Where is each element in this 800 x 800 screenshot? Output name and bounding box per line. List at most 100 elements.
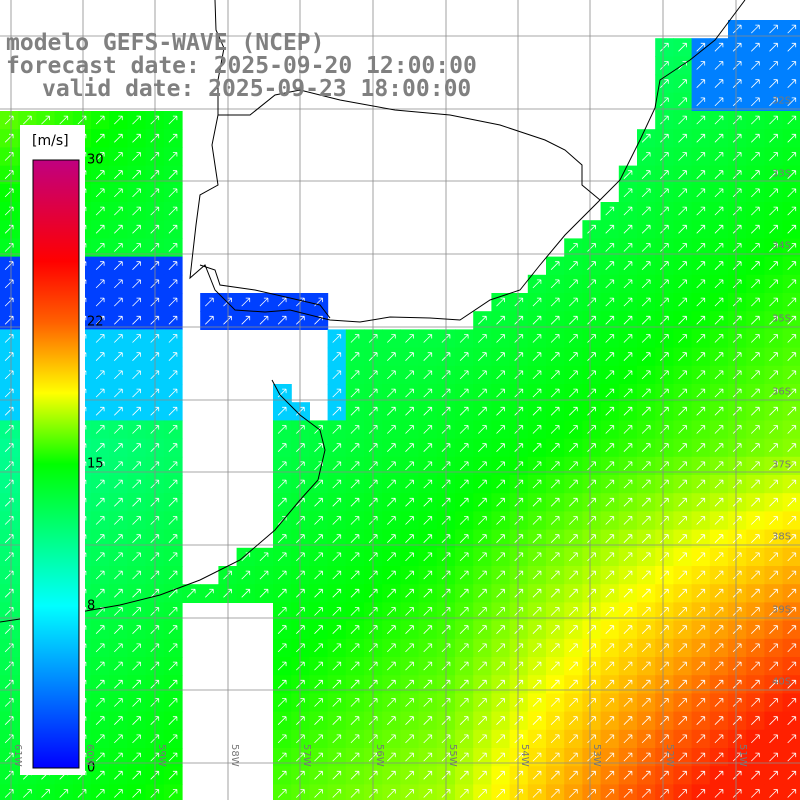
wind-cell [764, 456, 784, 476]
wind-cell [618, 220, 638, 239]
wind-arrow [114, 497, 123, 507]
wind-cell [582, 729, 602, 749]
wind-arrow [678, 534, 687, 543]
wind-cell [709, 365, 729, 385]
wind-arrow [769, 406, 778, 416]
wind-cell [582, 620, 602, 640]
wind-cell [309, 748, 329, 767]
wind-cell [109, 402, 128, 421]
wind-arrow [769, 643, 778, 653]
wind-cell [400, 584, 420, 603]
wind-arrow [660, 461, 669, 471]
wind-arrow [641, 734, 651, 744]
wind-cell [637, 220, 656, 239]
wind-cell [764, 475, 784, 494]
wind-arrow [241, 315, 251, 325]
wind-cell [400, 711, 420, 731]
wind-arrow [696, 588, 706, 598]
wind-arrow [696, 534, 706, 543]
wind-cell [109, 311, 128, 330]
wind-arrow [714, 752, 724, 762]
wind-arrow [405, 443, 414, 452]
wind-cell [673, 202, 693, 221]
wind-arrow [95, 261, 105, 270]
wind-arrow [732, 388, 742, 398]
wind-cell [345, 402, 365, 421]
wind-arrow [641, 170, 651, 179]
wind-arrow [387, 716, 396, 725]
wind-cell [382, 529, 401, 549]
wind-arrow [423, 497, 433, 507]
wind-arrow [641, 352, 651, 361]
wind-arrow [496, 479, 505, 489]
wind-cell [673, 56, 693, 76]
wind-cell [527, 638, 547, 658]
wind-arrow [605, 315, 615, 325]
wind-arrow [678, 170, 687, 179]
wind-arrow [678, 552, 687, 562]
wind-cell [564, 547, 583, 567]
wind-arrow [332, 625, 342, 634]
wind-arrow [787, 479, 797, 489]
wind-arrow [205, 315, 214, 325]
wind-arrow [714, 406, 724, 416]
wind-cell [691, 493, 711, 512]
wind-arrow [660, 334, 669, 343]
wind-arrow [459, 461, 469, 471]
wind-cell [109, 202, 128, 221]
wind-arrow [623, 479, 633, 489]
wind-cell [673, 183, 693, 203]
wind-arrow [532, 352, 542, 361]
wind-arrow [587, 243, 596, 252]
wind-arrow [678, 770, 687, 780]
wind-cell [327, 511, 347, 531]
wind-arrow [332, 679, 342, 689]
wind-arrow [605, 224, 615, 234]
wind-arrow [714, 552, 724, 562]
wind-arrow [387, 607, 396, 616]
wind-arrow [314, 443, 323, 452]
wind-cell [637, 493, 656, 512]
wind-cell [527, 693, 547, 713]
latitude-label: 36S [772, 386, 792, 398]
wind-arrow [496, 352, 505, 361]
wind-cell [691, 111, 711, 130]
wind-cell [582, 547, 602, 567]
wind-cell [582, 220, 602, 239]
wind-cell [382, 384, 401, 403]
wind-cell [455, 620, 474, 640]
wind-cell [509, 311, 529, 330]
wind-cell [382, 566, 401, 585]
wind-cell [127, 238, 147, 258]
wind-cell [309, 511, 329, 531]
wind-cell [655, 566, 674, 585]
wind-cell [345, 748, 365, 767]
wind-arrow [405, 661, 414, 671]
wind-cell [327, 547, 347, 567]
wind-arrow [787, 188, 797, 198]
wind-arrow [168, 315, 178, 325]
wind-arrow [751, 516, 760, 525]
wind-arrow [332, 352, 342, 361]
wind-cell [764, 529, 784, 549]
wind-arrow [532, 534, 542, 543]
wind-arrow [623, 334, 633, 343]
wind-cell [109, 620, 128, 640]
wind-arrow [478, 497, 487, 507]
wind-cell [728, 766, 747, 785]
wind-arrow [423, 570, 433, 580]
wind-arrow [732, 734, 742, 744]
wind-arrow [714, 716, 724, 725]
wind-cell [382, 365, 401, 385]
wind-arrow [678, 334, 687, 343]
wind-cell [655, 56, 674, 76]
wind-cell [746, 566, 765, 585]
wind-cell [418, 402, 438, 421]
wind-arrow [332, 770, 342, 780]
wind-arrow [332, 497, 342, 507]
wind-arrow [459, 443, 469, 452]
wind-arrow [387, 352, 396, 361]
wind-arrow [660, 315, 669, 325]
wind-arrow [678, 734, 687, 744]
wind-arrow [350, 552, 360, 562]
